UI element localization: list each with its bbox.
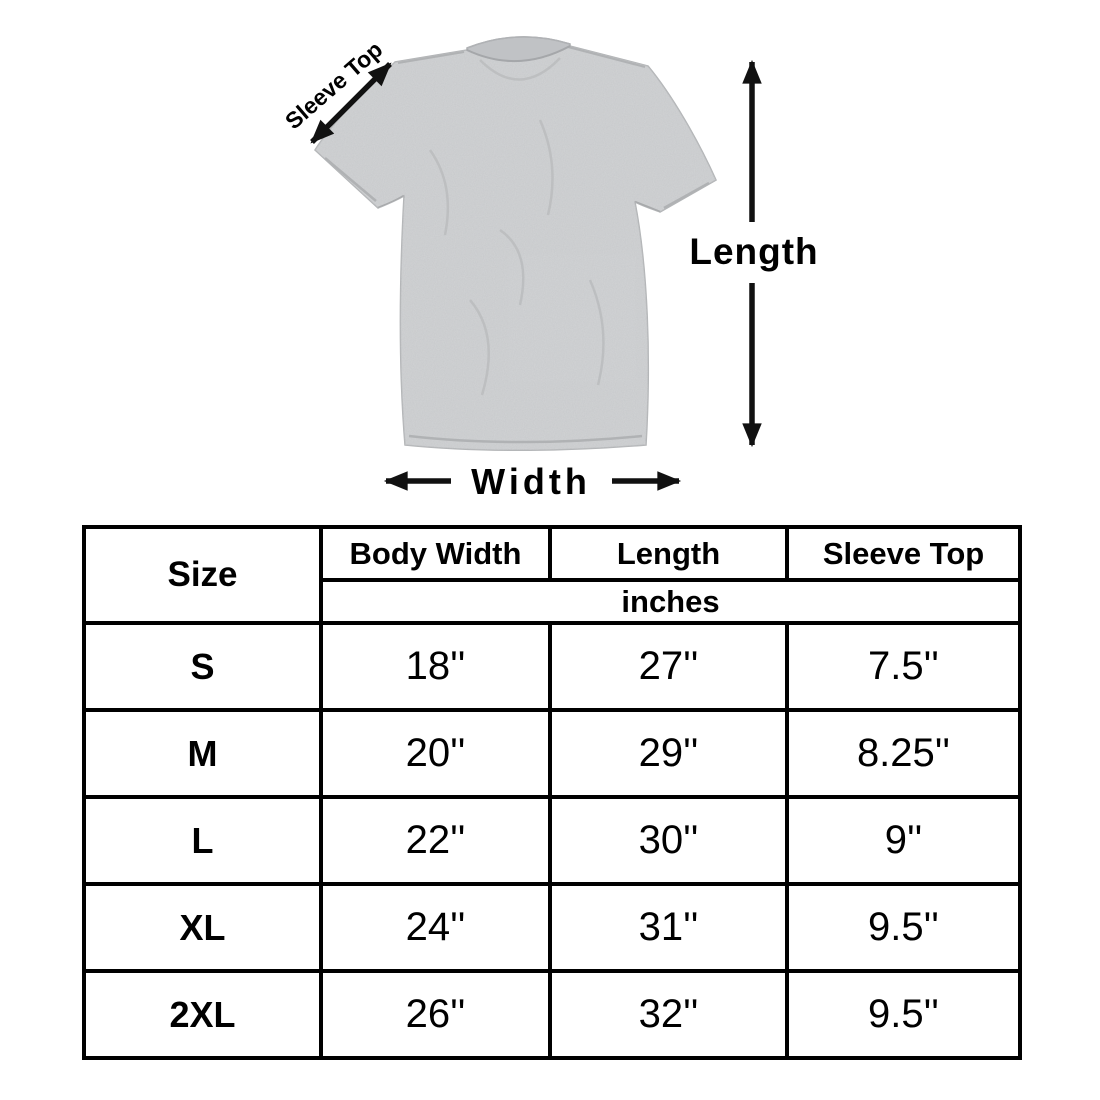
size-cell: L: [82, 795, 323, 886]
length-cell: 30'': [548, 795, 789, 886]
table-row: 2XL 26'' 32'' 9.5'': [82, 969, 1022, 1060]
length-cell: 29'': [548, 708, 789, 799]
sleeve-top-cell: 8.25'': [785, 708, 1022, 799]
right-cuff-seam: [663, 181, 710, 210]
size-cell: 2XL: [82, 969, 323, 1060]
header-size: Size: [82, 525, 323, 625]
body-width-cell: 22'': [319, 795, 552, 886]
size-cell: M: [82, 708, 323, 799]
table-row: S 18'' 27'' 7.5'': [82, 621, 1022, 712]
header-body-width: Body Width: [319, 525, 552, 582]
sleeve-top-cell: 9.5'': [785, 882, 1022, 973]
header-length: Length: [548, 525, 789, 582]
table-row: M 20'' 29'' 8.25'': [82, 708, 1022, 799]
wrinkle-lines: [428, 57, 605, 396]
length-cell: 27'': [548, 621, 789, 712]
length-cell: 32'': [548, 969, 789, 1060]
collar: [466, 36, 571, 63]
sleeve-top-cell: 7.5'': [785, 621, 1022, 712]
length-label: Length: [689, 231, 819, 272]
sleeve-top-cell: 9.5'': [785, 969, 1022, 1060]
size-cell: S: [82, 621, 323, 712]
size-cell: XL: [82, 882, 323, 973]
tshirt-illustration: [310, 36, 762, 491]
length-cell: 31'': [548, 882, 789, 973]
left-cuff-seam: [324, 157, 377, 202]
tshirt-body: [314, 36, 717, 452]
table-row: L 22'' 30'' 9'': [82, 795, 1022, 886]
header-sleeve-top: Sleeve Top: [785, 525, 1022, 582]
sleeve-top-arrow: [310, 62, 392, 144]
sleeve-top-cell: 9'': [785, 795, 1022, 886]
body-width-cell: 18'': [319, 621, 552, 712]
width-label: Width: [471, 461, 591, 502]
header-unit: inches: [319, 578, 1022, 625]
table-row: XL 24'' 31'' 9.5'': [82, 882, 1022, 973]
body-width-cell: 20'': [319, 708, 552, 799]
body-width-cell: 26'': [319, 969, 552, 1060]
size-table: Size Body Width Length Sleeve Top inches…: [82, 525, 1022, 1060]
body-width-cell: 24'': [319, 882, 552, 973]
hem-seam: [408, 434, 643, 444]
